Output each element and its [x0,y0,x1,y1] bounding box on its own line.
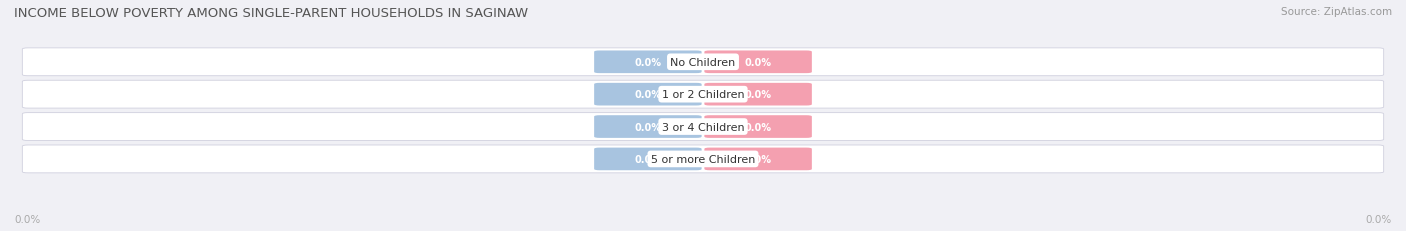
Text: 0.0%: 0.0% [745,122,772,132]
Text: 0.0%: 0.0% [14,214,41,224]
Text: 0.0%: 0.0% [745,154,772,164]
Text: 1 or 2 Children: 1 or 2 Children [662,90,744,100]
FancyBboxPatch shape [595,148,702,170]
Text: 0.0%: 0.0% [1365,214,1392,224]
FancyBboxPatch shape [704,148,811,170]
FancyBboxPatch shape [22,49,1384,76]
Text: 0.0%: 0.0% [634,58,661,67]
FancyBboxPatch shape [22,81,1384,109]
Text: Source: ZipAtlas.com: Source: ZipAtlas.com [1281,7,1392,17]
Text: 0.0%: 0.0% [745,90,772,100]
FancyBboxPatch shape [595,83,702,106]
FancyBboxPatch shape [22,145,1384,173]
FancyBboxPatch shape [22,113,1384,141]
FancyBboxPatch shape [704,116,811,138]
Text: 0.0%: 0.0% [634,122,661,132]
Text: INCOME BELOW POVERTY AMONG SINGLE-PARENT HOUSEHOLDS IN SAGINAW: INCOME BELOW POVERTY AMONG SINGLE-PARENT… [14,7,529,20]
Text: 0.0%: 0.0% [634,154,661,164]
Text: 0.0%: 0.0% [634,90,661,100]
Text: 0.0%: 0.0% [745,58,772,67]
Text: No Children: No Children [671,58,735,67]
FancyBboxPatch shape [595,116,702,138]
FancyBboxPatch shape [704,83,811,106]
FancyBboxPatch shape [704,51,811,74]
Text: 3 or 4 Children: 3 or 4 Children [662,122,744,132]
Text: 5 or more Children: 5 or more Children [651,154,755,164]
FancyBboxPatch shape [595,51,702,74]
